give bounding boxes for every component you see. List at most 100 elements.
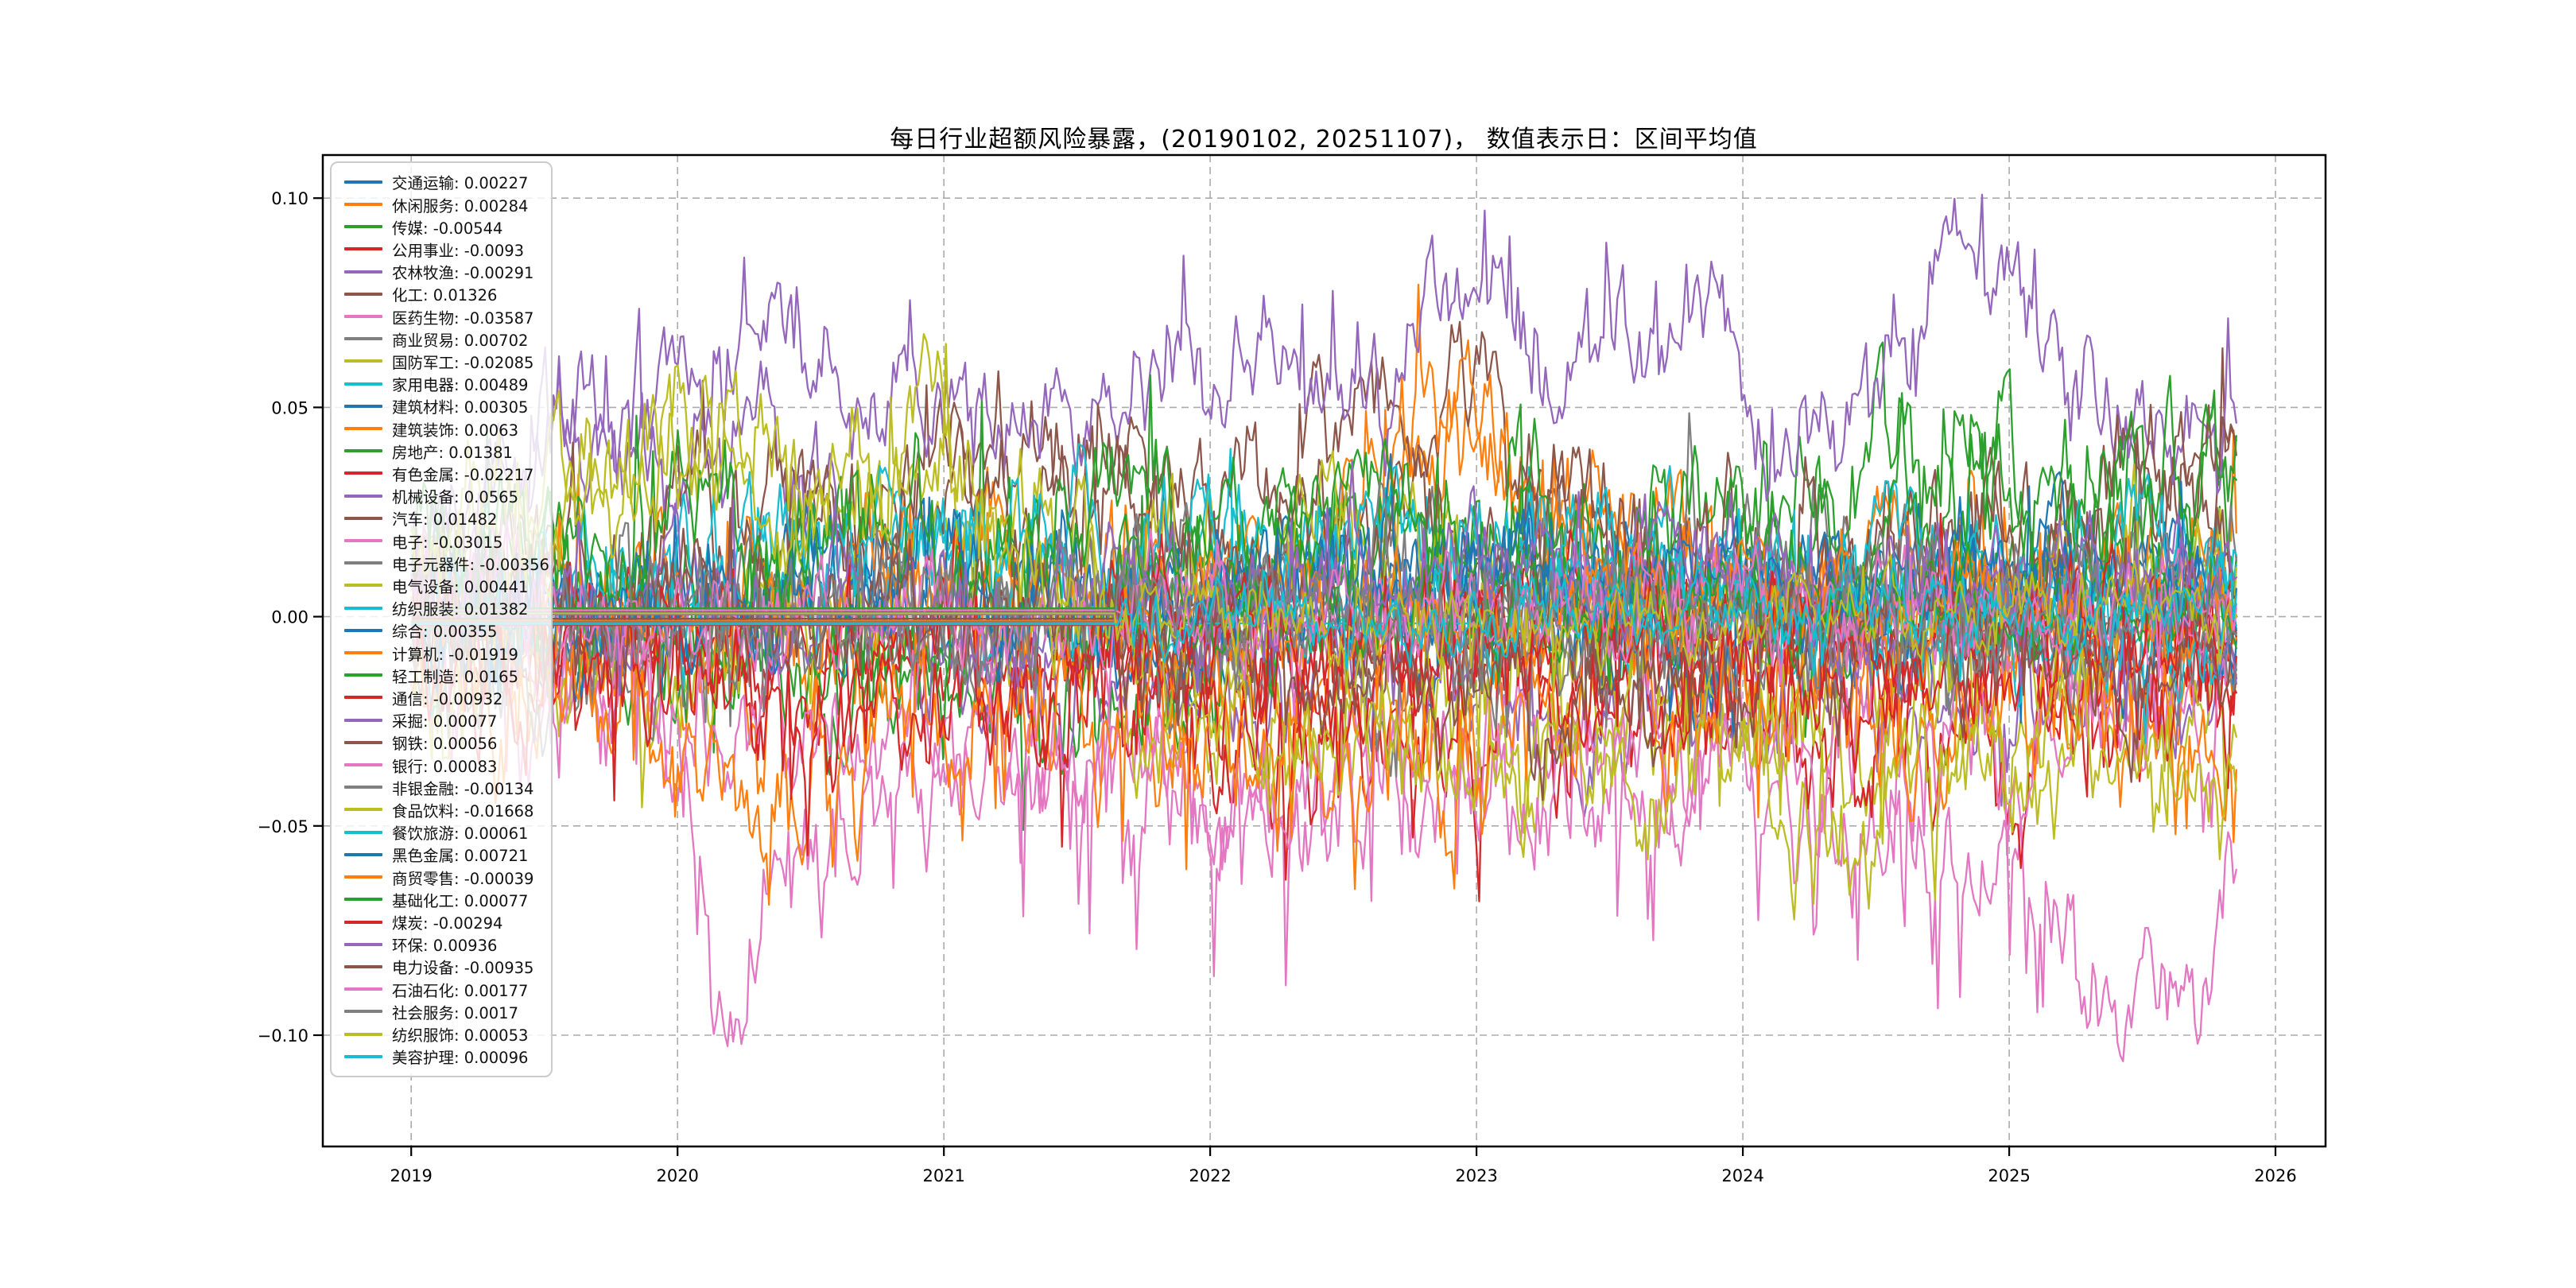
legend-line-sample xyxy=(344,606,382,610)
legend-line-sample xyxy=(344,852,382,856)
legend-line-sample xyxy=(344,763,382,767)
legend-label: 家用电器: 0.00489 xyxy=(392,376,529,395)
legend-line-sample xyxy=(344,471,382,475)
legend-item-基础化工: 基础化工: 0.00077 xyxy=(341,889,543,911)
legend-label: 商贸零售: -0.00039 xyxy=(392,869,534,888)
legend-line-sample xyxy=(344,718,382,722)
legend-line-sample xyxy=(344,247,382,251)
legend-label: 纺织服装: 0.01382 xyxy=(392,600,529,619)
legend-item-家用电器: 家用电器: 0.00489 xyxy=(341,373,543,395)
legend-line-sample xyxy=(344,516,382,520)
legend-item-化工: 化工: 0.01326 xyxy=(341,283,543,305)
legend-item-电气设备: 电气设备: 0.00441 xyxy=(341,575,543,597)
legend-label: 美容护理: 0.00096 xyxy=(392,1049,529,1068)
legend: 交通运输: 0.00227 休闲服务: 0.00284 传媒: -0.00544 公用… xyxy=(330,161,553,1077)
legend-item-食品饮料: 食品饮料: -0.01668 xyxy=(341,799,543,821)
legend-label: 建筑材料: 0.00305 xyxy=(392,398,529,417)
legend-item-交通运输: 交通运输: 0.00227 xyxy=(341,171,543,193)
series-layer xyxy=(411,193,2237,1063)
legend-item-农林牧渔: 农林牧渔: -0.00291 xyxy=(341,261,543,283)
x-tick-label: 2023 xyxy=(1455,1166,1497,1185)
legend-item-采掘: 采掘: 0.00077 xyxy=(341,709,543,731)
legend-item-房地产: 房地产: 0.01381 xyxy=(341,440,543,462)
axis-layer: 2019 2020 2021 2022 2023 2024 2025 2026 0.10 0.05… xyxy=(258,153,2327,1185)
legend-line-sample xyxy=(344,315,382,319)
y-tick-label: −0.05 xyxy=(258,817,308,836)
legend-label: 国防军工: -0.02085 xyxy=(392,353,534,372)
legend-line-sample xyxy=(344,875,382,879)
legend-line-sample xyxy=(344,942,382,946)
legend-label: 建筑装饰: 0.0063 xyxy=(392,421,518,440)
legend-label: 电气设备: 0.00441 xyxy=(392,577,529,596)
legend-label: 纺织服饰: 0.00053 xyxy=(392,1026,529,1046)
legend-label: 化工: 0.01326 xyxy=(392,286,498,305)
legend-label: 社会服务: 0.0017 xyxy=(392,1003,518,1022)
legend-label: 传媒: -0.00544 xyxy=(392,219,503,238)
x-tick-label: 2022 xyxy=(1189,1166,1231,1185)
legend-line-sample xyxy=(344,427,382,431)
legend-line-sample xyxy=(344,740,382,744)
legend-label: 机械设备: 0.0565 xyxy=(392,488,518,507)
legend-item-环保: 环保: 0.00936 xyxy=(341,933,543,956)
legend-line-sample xyxy=(344,561,382,565)
x-tick-label: 2020 xyxy=(656,1166,698,1185)
legend-item-社会服务: 社会服务: 0.0017 xyxy=(341,1001,543,1023)
legend-label: 环保: 0.00936 xyxy=(392,937,498,956)
plot-border xyxy=(321,153,2327,1148)
legend-label: 计算机: -0.01919 xyxy=(392,645,518,664)
legend-item-钢铁: 钢铁: 0.00056 xyxy=(341,731,543,754)
legend-item-休闲服务: 休闲服务: 0.00284 xyxy=(341,193,543,215)
legend-label: 有色金属: -0.02217 xyxy=(392,465,534,484)
legend-label: 餐饮旅游: 0.00061 xyxy=(392,824,529,844)
legend-item-国防军工: 国防军工: -0.02085 xyxy=(341,351,543,373)
legend-item-计算机: 计算机: -0.01919 xyxy=(341,642,543,664)
legend-line-sample xyxy=(344,898,382,902)
legend-label: 汽车: 0.01482 xyxy=(392,510,498,530)
legend-item-轻工制造: 轻工制造: 0.0165 xyxy=(341,664,543,686)
legend-line-sample xyxy=(344,494,382,498)
legend-line-sample xyxy=(344,808,382,812)
legend-line-sample xyxy=(344,382,382,386)
legend-item-纺织服装: 纺织服装: 0.01382 xyxy=(341,597,543,619)
series-line-电子 xyxy=(411,488,2237,950)
y-tick-label: 0.05 xyxy=(271,398,308,417)
legend-label: 银行: 0.00083 xyxy=(392,757,498,776)
legend-item-医药生物: 医药生物: -0.03587 xyxy=(341,305,543,328)
series-line-计算机 xyxy=(411,547,2237,906)
series-line-美容护理 xyxy=(411,551,2237,683)
legend-line-sample xyxy=(344,964,382,968)
x-tick-label: 2025 xyxy=(1988,1166,2030,1185)
legend-item-商贸零售: 商贸零售: -0.00039 xyxy=(341,866,543,888)
legend-item-建筑材料: 建筑材料: 0.00305 xyxy=(341,395,543,417)
legend-label: 采掘: 0.00077 xyxy=(392,712,498,731)
x-tick-label: 2026 xyxy=(2254,1166,2296,1185)
series-line-电力设备 xyxy=(411,564,2237,801)
legend-item-银行: 银行: 0.00083 xyxy=(341,754,543,776)
legend-item-综合: 综合: 0.00355 xyxy=(341,619,543,642)
legend-item-有色金属: 有色金属: -0.02217 xyxy=(341,463,543,485)
legend-label: 农林牧渔: -0.00291 xyxy=(392,264,534,283)
series-line-纺织服装 xyxy=(411,443,2237,680)
legend-item-黑色金属: 黑色金属: 0.00721 xyxy=(341,844,543,866)
y-tick-label: 0.10 xyxy=(271,189,308,208)
legend-line-sample xyxy=(344,987,382,991)
legend-item-电子: 电子: -0.03015 xyxy=(341,530,543,552)
legend-line-sample xyxy=(344,673,382,677)
legend-label: 交通运输: 0.00227 xyxy=(392,174,529,193)
legend-line-sample xyxy=(344,203,382,206)
legend-item-通信: 通信: -0.00932 xyxy=(341,687,543,709)
legend-item-机械设备: 机械设备: 0.0565 xyxy=(341,485,543,507)
legend-line-sample xyxy=(344,449,382,453)
legend-label: 轻工制造: 0.0165 xyxy=(392,667,518,686)
legend-label: 电子: -0.03015 xyxy=(392,533,503,552)
legend-line-sample xyxy=(344,404,382,408)
legend-label: 黑色金属: 0.00721 xyxy=(392,847,529,866)
legend-item-纺织服饰: 纺织服饰: 0.00053 xyxy=(341,1023,543,1046)
legend-label: 电子元器件: -0.00356 xyxy=(392,555,549,574)
legend-line-sample xyxy=(344,628,382,632)
legend-label: 房地产: 0.01381 xyxy=(392,443,513,462)
legend-label: 通信: -0.00932 xyxy=(392,689,503,708)
legend-line-sample xyxy=(344,1054,382,1058)
x-tick-label: 2024 xyxy=(1721,1166,1763,1185)
